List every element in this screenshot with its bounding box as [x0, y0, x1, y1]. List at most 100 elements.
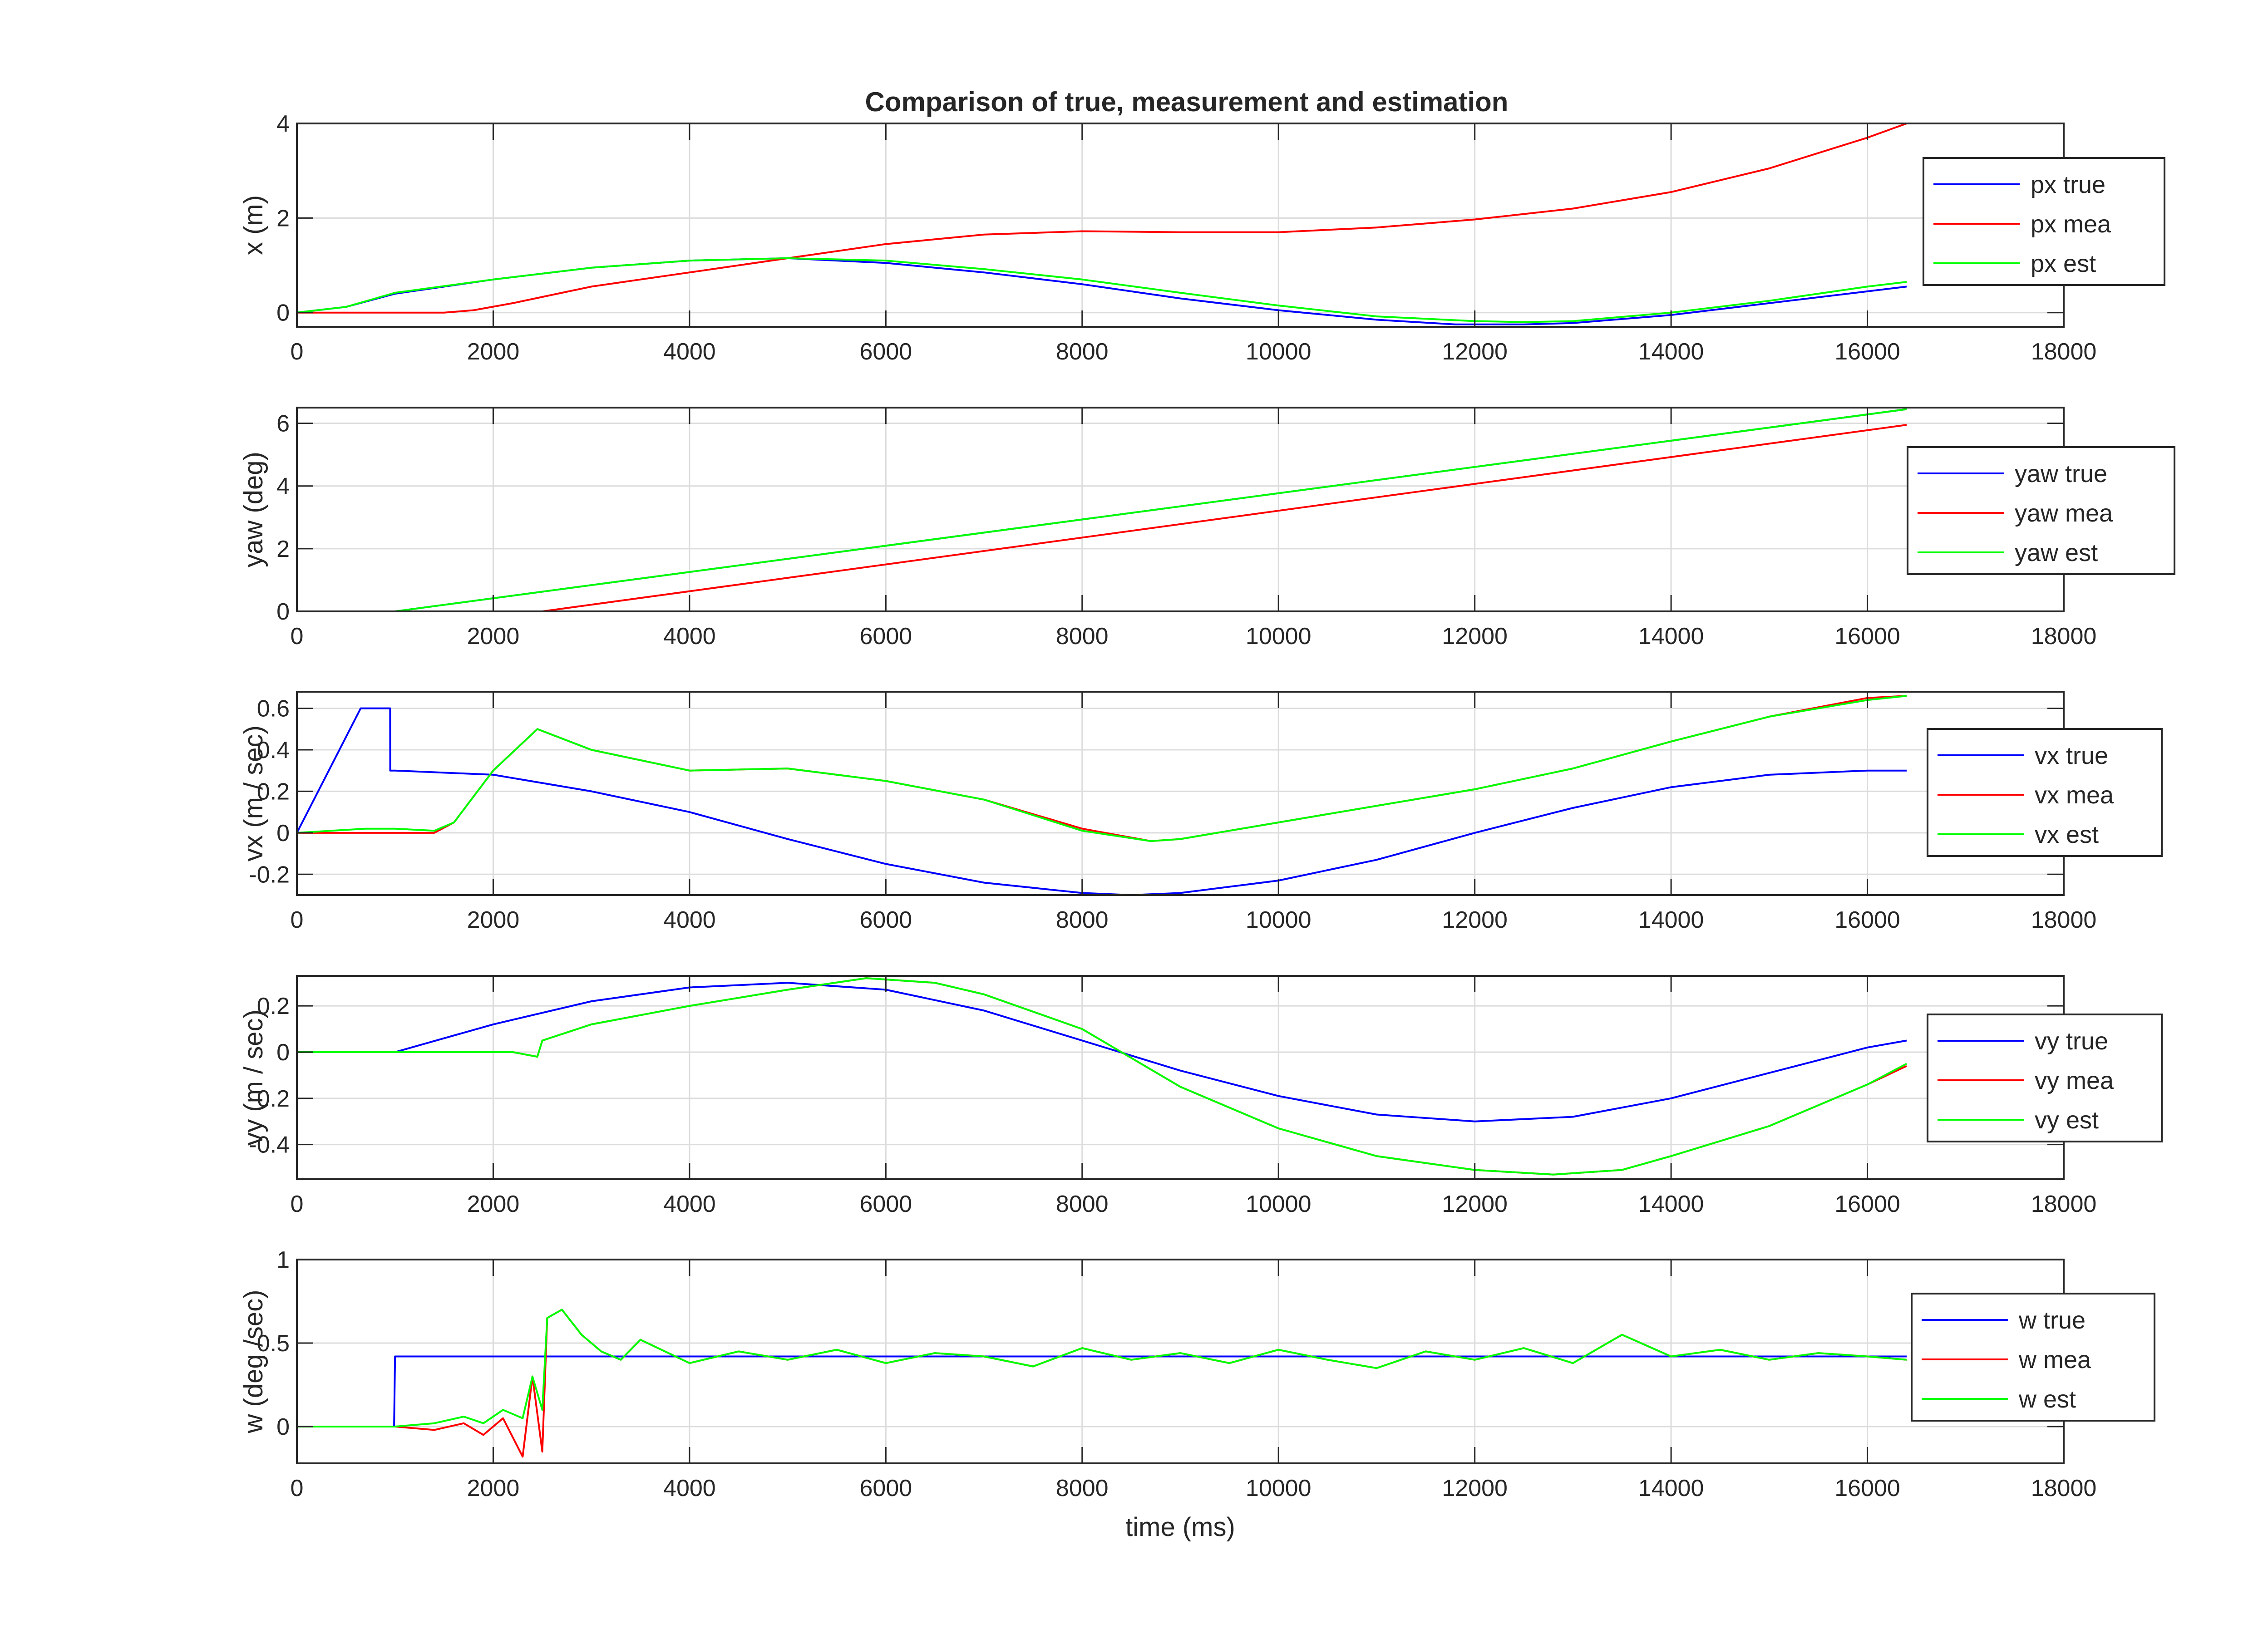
x-tick-label: 6000 [859, 1475, 912, 1501]
x-tick-label: 10000 [1246, 1475, 1311, 1501]
legend: yaw true yaw mea yaw est [1907, 446, 2175, 575]
x-tick-label: 8000 [1056, 1191, 1109, 1217]
x-tick-label: 0 [291, 1475, 304, 1501]
series-group [297, 123, 1907, 325]
y-tick-label: 6 [276, 411, 290, 437]
x-tick-label: 10000 [1246, 907, 1311, 933]
series-line-w-est [297, 1309, 1907, 1427]
plot-area [297, 1260, 2064, 1463]
x-tick-label: 16000 [1834, 339, 1900, 365]
x-tick-label: 12000 [1442, 907, 1508, 933]
x-tick-label: 2000 [467, 1475, 520, 1501]
y-tick-label: 0.2 [257, 778, 290, 805]
plot-area [297, 692, 2064, 895]
y-tick-label: 0 [276, 599, 290, 625]
y-tick-label: 4 [276, 111, 290, 137]
x-tick-label: 16000 [1834, 907, 1900, 933]
x-tick-label: 2000 [467, 623, 520, 650]
plot-area [297, 976, 2064, 1179]
legend-entry: w mea [2018, 1346, 2091, 1373]
x-axis-label: time (ms) [1125, 1512, 1235, 1542]
series-group [297, 977, 1907, 1176]
x-tick-label: 4000 [663, 907, 716, 933]
x-tick-label: 14000 [1638, 1191, 1704, 1217]
grid [297, 692, 2064, 895]
legend-box [1927, 1014, 2163, 1142]
x-tick-label: 12000 [1442, 339, 1508, 365]
y-tick-label: 0 [276, 1039, 290, 1066]
y-axis-label: x (m) [239, 195, 268, 255]
x-tick-label: 2000 [467, 907, 520, 933]
subplot-3: 0 2000 4000 6000 8000 10000 12000 14000 16000 180… [239, 691, 2163, 933]
series-line-vy-true [297, 982, 1907, 1122]
x-tick-label: 14000 [1638, 623, 1704, 650]
legend-entry: w true [2018, 1307, 2086, 1334]
x-tick-label: 8000 [1056, 339, 1109, 365]
y-axis-label: vy (m / sec) [239, 1009, 268, 1146]
y-tick-label: 4 [276, 473, 290, 500]
y-axis-label: vx (m / sec) [239, 725, 268, 861]
x-tick-label: 12000 [1442, 1475, 1508, 1501]
legend-entry: vy true [2035, 1028, 2108, 1055]
legend: vy true vy mea vy est [1927, 1014, 2163, 1142]
x-tick-label: 16000 [1834, 1191, 1900, 1217]
series-line-yaw-mea [297, 424, 1907, 611]
legend-entry: vy est [2035, 1107, 2099, 1134]
x-tick-label: 18000 [2031, 1475, 2097, 1501]
legend-entry: vx true [2035, 742, 2108, 769]
legend-entry: vx mea [2035, 782, 2114, 809]
y-tick-label: -0.2 [249, 1086, 290, 1112]
legend: w true w mea w est [1911, 1293, 2155, 1422]
x-tick-label: 4000 [663, 339, 716, 365]
x-tick-label: 14000 [1638, 339, 1704, 365]
subplot-1: 0 2000 4000 6000 8000 10000 12000 14000 16000 180… [239, 111, 2165, 365]
x-tick-label: 10000 [1246, 1191, 1311, 1217]
subplot-4: 0 2000 4000 6000 8000 10000 12000 14000 16000 180… [239, 975, 2163, 1217]
figure-title: Comparison of true, measurement and esti… [865, 87, 1509, 117]
x-tick-label: 10000 [1246, 339, 1311, 365]
x-tick-label: 4000 [663, 623, 716, 650]
y-tick-label: 2 [276, 205, 290, 231]
y-axis-label: yaw (deg) [239, 452, 268, 567]
legend-entry: yaw est [2015, 539, 2098, 566]
legend-entry: yaw mea [2015, 500, 2113, 527]
x-tick-label: 2000 [467, 339, 520, 365]
subplots: 0 2000 4000 6000 8000 10000 12000 14000 16000 180… [239, 111, 2175, 1542]
y-tick-label: 0 [276, 1414, 290, 1440]
x-tick-label: 18000 [2031, 1191, 2097, 1217]
series-line-px-mea [297, 123, 1907, 314]
y-tick-label: 0.5 [257, 1330, 290, 1357]
grid [297, 123, 2064, 327]
series-line-vx-true [297, 707, 1907, 895]
y-tick-label: 0.4 [257, 737, 290, 763]
legend-box [1927, 728, 2163, 857]
legend-entry: px true [2031, 171, 2105, 198]
series-line-vx-est [297, 695, 1907, 842]
y-tick-label: 0 [276, 300, 290, 326]
y-tick-label: 2 [276, 536, 290, 562]
y-tick-label: -0.4 [249, 1132, 290, 1158]
x-tick-label: 12000 [1442, 623, 1508, 650]
legend-entry: yaw true [2015, 460, 2107, 487]
x-tick-label: 14000 [1638, 1475, 1704, 1501]
y-tick-label: 0.6 [257, 696, 290, 722]
legend-entry: px est [2031, 250, 2096, 277]
x-tick-label: 0 [291, 907, 304, 933]
legend: vx true vx mea vx est [1927, 728, 2163, 857]
x-tick-label: 8000 [1056, 907, 1109, 933]
x-tick-label: 14000 [1638, 907, 1704, 933]
legend-entry: vy mea [2035, 1067, 2114, 1094]
grid [297, 408, 2064, 611]
x-tick-label: 4000 [663, 1191, 716, 1217]
series-line-px-est [297, 257, 1907, 323]
y-tick-label: 1 [276, 1247, 290, 1273]
series-group [297, 1309, 1907, 1458]
series-line-vy-est [297, 977, 1907, 1176]
series-line-yaw-est [297, 408, 1907, 611]
grid [297, 976, 2064, 1179]
x-tick-label: 6000 [859, 907, 912, 933]
x-tick-label: 16000 [1834, 623, 1900, 650]
x-tick-label: 16000 [1834, 1475, 1900, 1501]
series-group [297, 695, 1907, 895]
